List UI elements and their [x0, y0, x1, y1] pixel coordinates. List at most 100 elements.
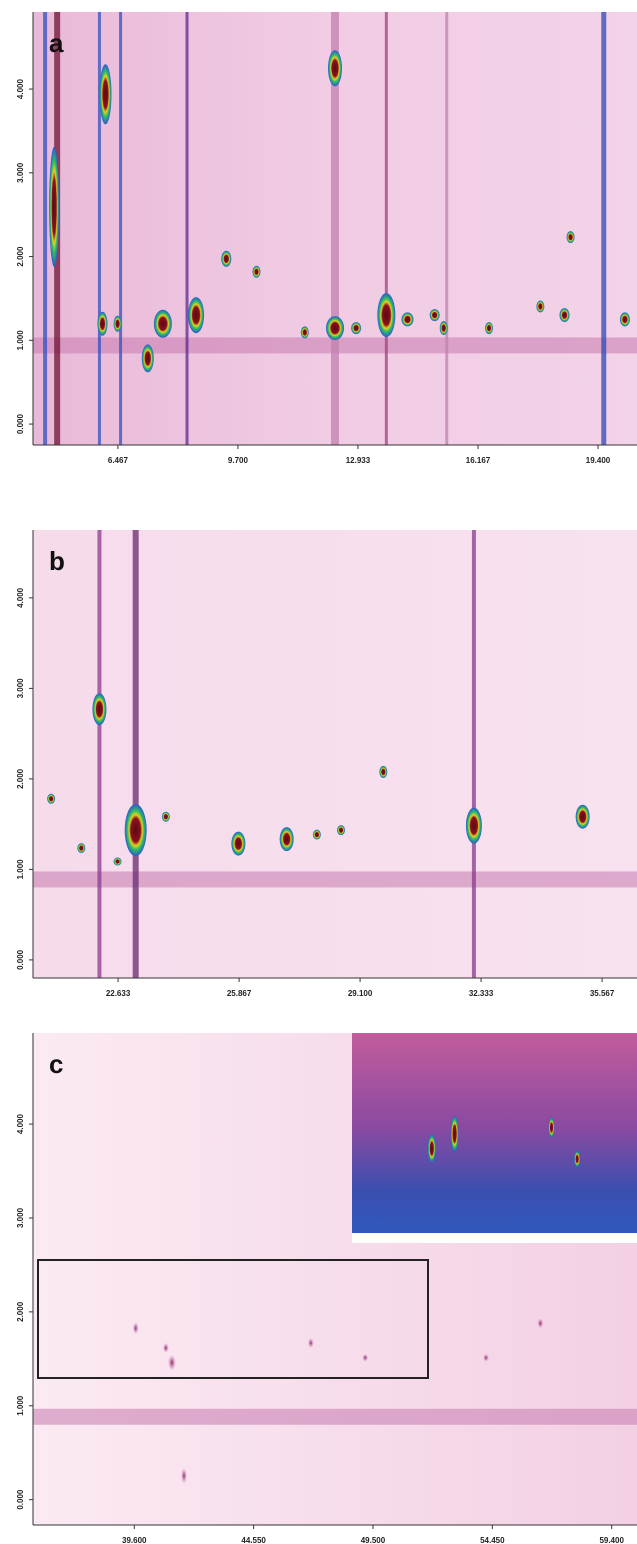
x-tick-label: 25.867 — [227, 989, 252, 998]
panel-label: b — [49, 546, 65, 576]
peak — [337, 825, 346, 836]
y-tick-label: 0.000 — [16, 1489, 25, 1510]
peak — [167, 1354, 176, 1371]
x-tick-label: 29.100 — [348, 989, 373, 998]
panel-label: c — [49, 1049, 63, 1079]
peak — [401, 312, 414, 327]
inset-axis-strip — [352, 1233, 637, 1243]
panel: 39.600 44.550 49.500 54.450 59.400 0.000 1.000… — [16, 1033, 637, 1544]
x-tick-label: 54.450 — [480, 1536, 505, 1544]
inset-peak — [574, 1151, 581, 1167]
x-tick-label: 32.333 — [469, 989, 494, 998]
inset-peak — [548, 1117, 555, 1138]
peak — [619, 312, 630, 327]
y-tick-label: 3.000 — [16, 678, 25, 699]
peak — [181, 1467, 187, 1484]
peak — [326, 316, 344, 341]
peak — [47, 793, 56, 804]
peak — [141, 344, 154, 373]
peak — [537, 1318, 544, 1329]
peak — [465, 807, 482, 844]
x-tick-label: 22.633 — [106, 989, 131, 998]
peak — [161, 811, 170, 822]
plot-area — [33, 530, 637, 978]
x-tick-label: 39.600 — [122, 1536, 147, 1544]
x-tick-label: 44.550 — [241, 1536, 266, 1544]
peak — [279, 827, 294, 852]
peak — [429, 309, 440, 322]
y-tick-label: 1.000 — [16, 1395, 25, 1416]
peak — [379, 765, 388, 778]
y-tick-label: 3.000 — [16, 162, 25, 183]
peak — [483, 1353, 489, 1362]
streak — [132, 530, 139, 978]
peak — [485, 322, 494, 335]
streak — [601, 12, 607, 445]
x-tick-label: 9.700 — [228, 456, 249, 465]
x-tick-label: 59.400 — [599, 1536, 624, 1544]
streak — [185, 12, 189, 445]
y-tick-label: 2.000 — [16, 246, 25, 267]
peak — [113, 857, 122, 866]
streak — [43, 12, 48, 445]
peak — [328, 50, 342, 87]
y-tick-label: 3.000 — [16, 1207, 25, 1228]
inset-peak — [450, 1115, 459, 1152]
peak — [188, 297, 205, 334]
y-tick-label: 2.000 — [16, 768, 25, 789]
y-tick-label: 2.000 — [16, 1301, 25, 1322]
y-tick-label: 4.000 — [16, 587, 25, 608]
peak — [153, 309, 172, 338]
peak — [377, 293, 396, 338]
x-tick-label: 6.467 — [108, 456, 129, 465]
x-tick-label: 49.500 — [361, 1536, 386, 1544]
peak — [575, 804, 590, 829]
streak — [97, 530, 102, 978]
peak — [77, 843, 86, 854]
streak — [331, 12, 339, 445]
peak — [92, 693, 107, 726]
x-tick-label: 19.400 — [586, 456, 611, 465]
peak — [307, 1337, 314, 1348]
y-tick-label: 0.000 — [16, 414, 25, 435]
peak — [113, 315, 122, 332]
peak — [221, 250, 232, 267]
peak — [351, 322, 362, 335]
peak — [97, 311, 108, 336]
peak — [566, 231, 575, 244]
x-tick-label: 35.567 — [590, 989, 615, 998]
baseline-band — [33, 871, 637, 888]
baseline-band — [33, 1408, 637, 1425]
peak — [300, 326, 309, 339]
highlight-box — [37, 1259, 429, 1379]
y-tick-label: 1.000 — [16, 859, 25, 880]
peak — [559, 308, 570, 323]
streak — [384, 12, 388, 445]
panel-label: a — [49, 28, 64, 58]
peak — [362, 1353, 369, 1362]
panel: 22.633 25.867 29.100 32.333 35.567 0.000 1.000… — [16, 530, 637, 998]
inset — [352, 1033, 637, 1243]
y-tick-label: 4.000 — [16, 1114, 25, 1135]
streak — [119, 12, 123, 445]
peak — [439, 321, 448, 336]
y-tick-label: 4.000 — [16, 78, 25, 99]
peak — [252, 265, 261, 278]
inset-peak — [427, 1134, 436, 1163]
streak — [445, 12, 449, 445]
panel: 6.467 9.700 12.933 16.167 19.400 0.000 1.000 2.… — [16, 12, 637, 465]
peak — [99, 64, 112, 125]
peak — [162, 1342, 169, 1353]
peak — [536, 300, 545, 313]
peak — [312, 829, 321, 840]
peak — [231, 831, 246, 856]
x-tick-label: 16.167 — [466, 456, 491, 465]
streak — [97, 12, 101, 445]
peak — [132, 1322, 139, 1335]
streak — [471, 530, 476, 978]
x-tick-label: 12.933 — [346, 456, 371, 465]
peak — [49, 146, 60, 267]
y-tick-label: 1.000 — [16, 330, 25, 351]
peak — [124, 804, 147, 857]
